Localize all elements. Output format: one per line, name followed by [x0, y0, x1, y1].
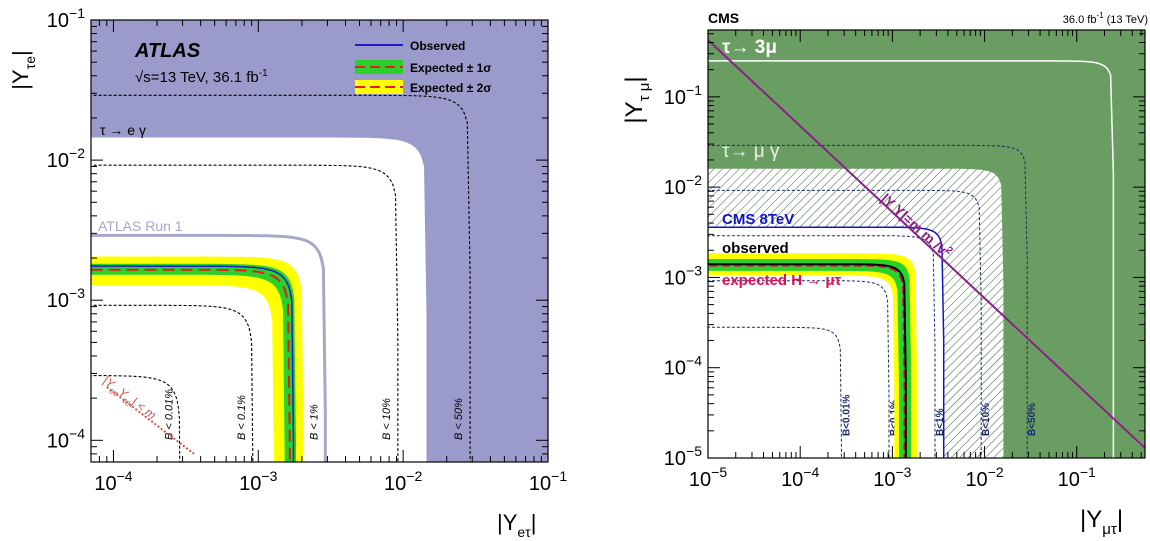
atlas-naturalness-label: |YeτYτe| < m [98, 373, 158, 424]
cms-8tev-label: CMS 8TeV [722, 211, 794, 228]
y-tick-label: 10−2 [664, 172, 702, 199]
band-1sigma [91, 263, 296, 462]
branching-contour [708, 280, 890, 458]
atlas-regions [91, 20, 548, 462]
branching-contour [708, 326, 842, 458]
branching-label: B<0.01% [841, 394, 852, 436]
observed-limit-line [91, 265, 295, 462]
branching-label: B < 10% [381, 398, 393, 440]
svg-text:|Yτ μ|: |Yτ μ| [621, 76, 653, 123]
branching-contour [708, 144, 1028, 458]
y-tick-label: 10−1 [664, 82, 702, 109]
expected-limit-line [708, 264, 906, 458]
branching-contour [91, 164, 399, 462]
cms-lumi-label: 36.0 fb-1 (13 TeV) [1063, 11, 1148, 26]
atlas-x-axis-label: |Yeτ| [497, 510, 536, 540]
cms-panel: B<0.01%B<0.1%B<1%B<10%B<50% 10−510−410−3… [621, 10, 1148, 538]
atlas-panel: B < 0.01% B < 0.1% B < 1% B < 10% B < 50% 10… [8, 5, 568, 540]
naturalness-line [708, 39, 1145, 449]
run1-limit-line [91, 233, 327, 462]
x-tick-label: 10−4 [781, 464, 819, 491]
cms-region-3mu-label: τ→ 3μ [722, 37, 777, 58]
atlas-legend: Observed Expected ± 1σ Expected ± 2σ [355, 39, 492, 95]
x-tick-label: 10−4 [94, 468, 132, 495]
atlas-energy-label: √s=13 TeV, 36.1 fb-1 [135, 68, 268, 86]
branching-contour [91, 304, 254, 462]
x-tick-label: 10−3 [239, 468, 277, 495]
branching-label: B<10% [981, 403, 992, 436]
atlas-y-axis-label: |Yτe| [8, 50, 38, 89]
x-tick-label: 10−2 [965, 464, 1003, 491]
x-tick-label: 10−1 [1058, 464, 1096, 491]
x-tick-label: 10−5 [689, 464, 727, 491]
branching-label: B<1% [935, 408, 946, 436]
excluded-region [91, 20, 548, 462]
cms-lines [708, 39, 1145, 458]
atlas-frame [90, 19, 549, 463]
legend-1sigma-label: Expected ± 1σ [410, 61, 492, 75]
legend-observed-label: Observed [410, 39, 465, 53]
svg-text:|Yτe|: |Yτe| [8, 50, 38, 89]
region-3mu-boundary [708, 60, 1115, 458]
branching-label: B<50% [1027, 403, 1038, 436]
cms-bands [708, 253, 917, 458]
atlas-region-label: τ → e γ [100, 122, 146, 138]
branching-label: B < 1% [308, 404, 320, 440]
observed-limit-line [708, 263, 907, 458]
cms8tev-limit-line [708, 226, 945, 458]
cms-observed-label: observed [722, 240, 789, 257]
cms-region-mugamma-label: τ→ μ γ [722, 141, 780, 162]
branching-contour [708, 189, 982, 458]
y-tick-label: 10−4 [664, 353, 702, 380]
x-tick-label: 10−3 [873, 464, 911, 491]
svg-text:|YeτYτe| < m: |YeτYτe| < m [98, 373, 158, 424]
branching-label: B < 0.1% [236, 395, 248, 440]
atlas-ticks: 10−4 10−3 10−2 10−1 10−4 10−3 10−2 10−1 [47, 5, 568, 495]
x-tick-label: 10−1 [529, 468, 567, 495]
cms-frame [707, 29, 1146, 459]
cms-experiment-label: CMS [708, 10, 739, 26]
atlas-experiment-label: ATLAS [134, 40, 201, 62]
branching-contour [91, 94, 471, 462]
atlas-run1-label: ATLAS Run 1 [98, 218, 183, 234]
cms-expected-label: expected H → μτ [722, 272, 842, 289]
branching-label: B < 0.01% [163, 389, 175, 440]
cms-x-axis-label: |Yμτ| [1080, 506, 1123, 538]
y-tick-label: 10−1 [47, 5, 85, 32]
legend-2sigma-label: Expected ± 2σ [410, 81, 492, 95]
y-tick-label: 10−2 [47, 145, 85, 172]
allowed-region [708, 227, 944, 458]
y-tick-label: 10−4 [47, 425, 85, 452]
y-tick-label: 10−3 [47, 285, 85, 312]
cms-y-axis-label: |Yτ μ| [621, 76, 653, 123]
y-tick-label: 10−3 [664, 262, 702, 289]
branching-contour [91, 375, 181, 462]
expected-limit-line [91, 268, 291, 462]
y-tick-label: 10−5 [664, 443, 702, 470]
x-tick-label: 10−2 [384, 468, 422, 495]
atlas-lines [91, 233, 327, 462]
branching-contour [708, 235, 936, 458]
branching-label: B < 50% [453, 398, 465, 440]
cms-ticks: 10−5 10−4 10−3 10−2 10−1 10−5 10−4 10−3 10−2 10−1 [664, 30, 1145, 491]
